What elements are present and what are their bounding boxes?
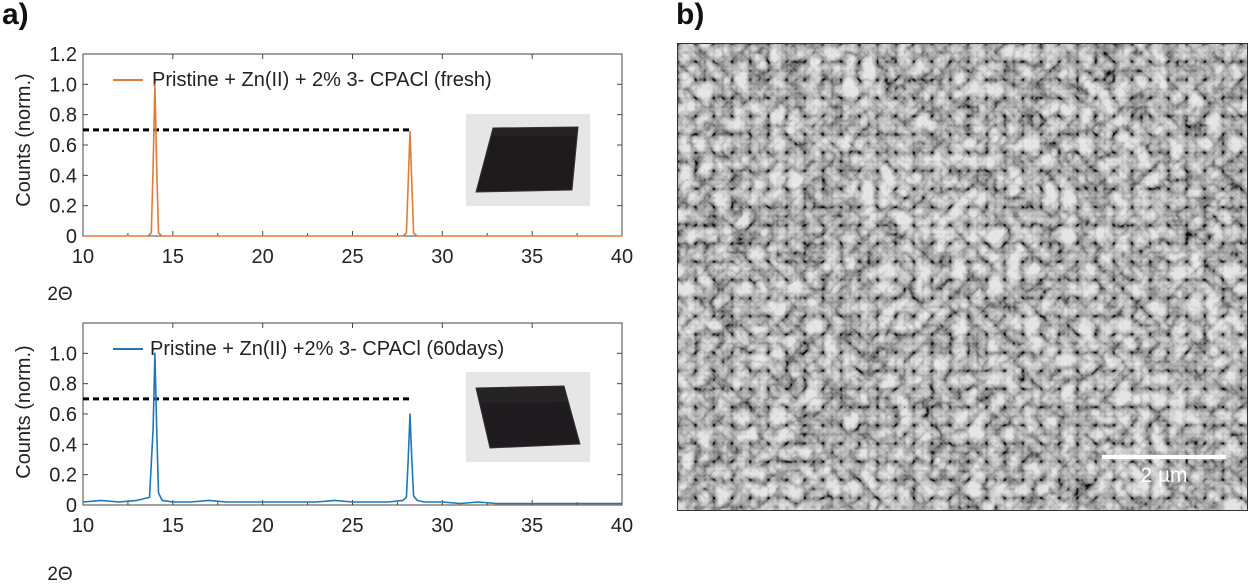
sample-photo-aged	[466, 372, 590, 462]
x-tick-label: 10	[72, 246, 94, 268]
y-tick-label: 0.4	[49, 165, 77, 187]
x-tick-label: 10	[72, 515, 94, 537]
y-tick-label: 0	[66, 226, 77, 248]
panel-label-b: b)	[676, 0, 705, 31]
x-tick-label: 20	[252, 515, 274, 537]
scale-bar-label: 2 µm	[1140, 464, 1188, 487]
x-tick-label: 40	[611, 246, 633, 268]
series-line	[82, 352, 622, 505]
x-tick-label: 35	[521, 246, 543, 268]
legend-label-fresh: Pristine + Zn(II) + 2% 3- CPACl (fresh)	[152, 69, 492, 91]
x-axis-label: 2Θ	[47, 564, 72, 585]
y-tick-label: 1.2	[49, 44, 77, 66]
sem-grain-texture	[678, 44, 1247, 510]
legend-label-60days: Pristine + Zn(II) +2% 3- CPACl (60days)	[150, 338, 504, 360]
y-tick-label: 0.6	[49, 404, 77, 426]
xrd-chart-60days: Pristine + Zn(II) +2% 3- CPACl (60days) …	[13, 322, 633, 585]
x-tick-label: 25	[341, 515, 363, 537]
sample-film-fresh	[475, 126, 579, 193]
y-tick-label: 1.0	[49, 74, 77, 96]
x-tick-label: 30	[431, 246, 453, 268]
panel-label-a: a)	[2, 0, 29, 31]
y-tick-label: 0.6	[49, 135, 77, 157]
y-axis-label: Counts (norm.)	[13, 73, 35, 206]
y-tick-label: 0.8	[49, 374, 77, 396]
sample-film-aged	[475, 385, 581, 449]
x-tick-label: 35	[521, 515, 543, 537]
xrd-chart-fresh: Pristine + Zn(II) + 2% 3- CPACl (fresh) …	[13, 44, 633, 305]
y-tick-label: 0.8	[49, 105, 77, 127]
x-tick-label: 15	[162, 246, 184, 268]
x-axis-label: 2Θ	[47, 284, 72, 305]
x-tick-label: 30	[431, 515, 453, 537]
scale-bar	[1102, 455, 1226, 459]
y-tick-label: 0.2	[49, 465, 77, 487]
y-tick-label: 0.2	[49, 196, 77, 218]
series-line	[83, 83, 622, 237]
y-tick-label: 0	[66, 495, 77, 517]
y-tick-label: 0.4	[49, 434, 77, 456]
x-tick-label: 40	[611, 515, 633, 537]
sample-photo-fresh	[466, 114, 590, 206]
x-tick-label: 15	[162, 515, 184, 537]
y-axis-label: Counts (norm.)	[13, 345, 35, 478]
y-tick-label: 1.0	[49, 343, 77, 365]
sem-micrograph	[677, 43, 1248, 511]
x-tick-label: 25	[341, 246, 363, 268]
x-tick-label: 20	[252, 246, 274, 268]
